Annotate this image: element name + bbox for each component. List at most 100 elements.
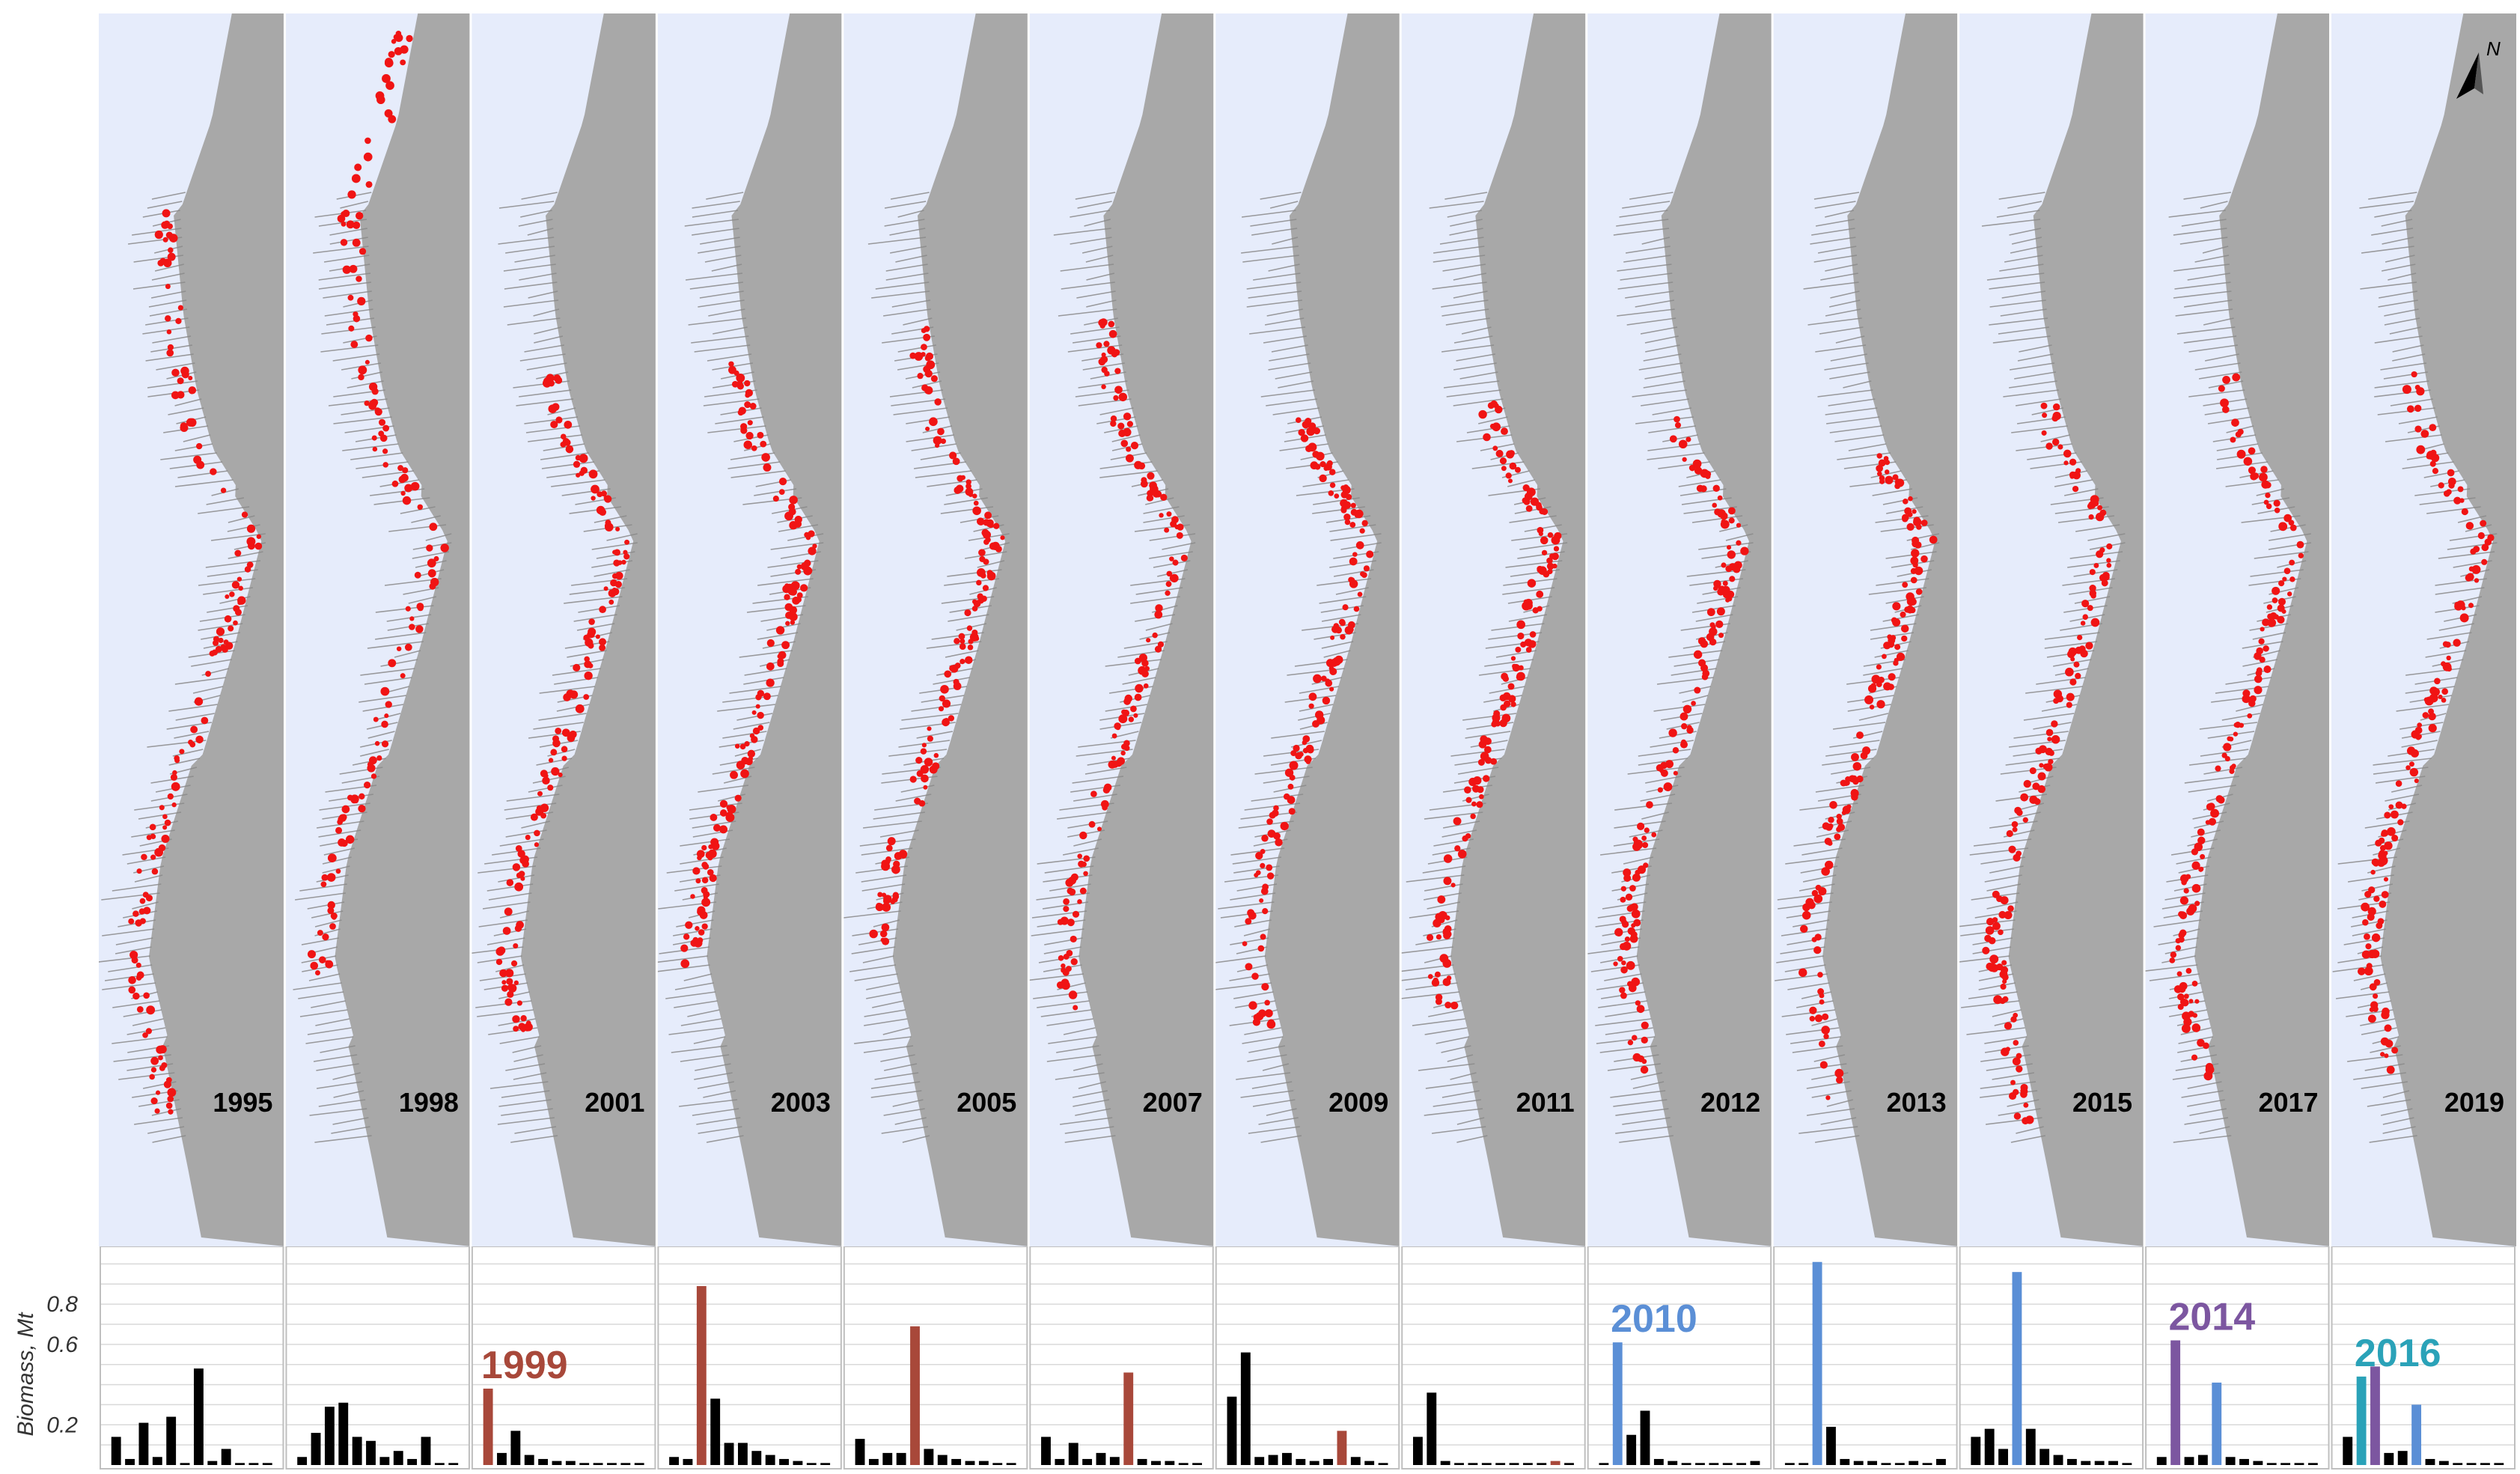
age-bar <box>793 1461 803 1465</box>
age-bar <box>1894 1463 1905 1465</box>
age-bar <box>2253 1461 2263 1465</box>
age-bar <box>2397 1451 2408 1465</box>
survey-year-label: 2015 <box>2072 1087 2132 1118</box>
age-bar <box>910 1326 920 1465</box>
age-bar <box>579 1463 590 1465</box>
age-bar <box>1784 1463 1795 1465</box>
biomass-chart-2017: 2014 <box>2145 1246 2330 1470</box>
map-panel-2007: 2007 <box>1027 13 1215 1246</box>
coastline-land <box>520 13 657 1246</box>
age-bar <box>2108 1461 2118 1465</box>
age-bar <box>1337 1431 1347 1465</box>
age-bar <box>248 1463 259 1465</box>
age-bar <box>2212 1382 2222 1465</box>
age-bar <box>1323 1458 1333 1465</box>
cohort-year-label: 1999 <box>481 1344 568 1387</box>
age-bar <box>896 1452 906 1465</box>
age-bar <box>1909 1461 1919 1465</box>
age-bar <box>324 1407 335 1465</box>
age-bar <box>1055 1458 1065 1465</box>
coastline-land <box>335 13 471 1246</box>
age-bar <box>180 1463 190 1465</box>
age-bar <box>2480 1463 2490 1465</box>
age-bar <box>1240 1352 1251 1465</box>
coastline-land <box>707 13 843 1246</box>
coastline-land <box>1079 13 1215 1246</box>
coastline-land <box>2008 13 2145 1246</box>
biomass-y-axis: 0.2 0.6 0.8 Biomass, Mt <box>13 1292 78 1437</box>
map-panel-2005: 2005 <box>841 13 1029 1246</box>
survey-year-label: 2012 <box>1700 1087 1760 1118</box>
age-bar <box>166 1416 177 1465</box>
age-bar <box>1599 1463 1609 1465</box>
survey-year-label: 2017 <box>2258 1087 2318 1118</box>
age-bar <box>1681 1463 1691 1465</box>
age-bar <box>483 1388 493 1465</box>
age-bar <box>2040 1449 2050 1465</box>
age-bar <box>2094 1461 2105 1465</box>
age-bar <box>1254 1457 1265 1465</box>
age-bar <box>1612 1342 1623 1465</box>
age-bar <box>111 1437 121 1465</box>
biomass-chart-2015 <box>1959 1246 2144 1470</box>
age-bar <box>2370 1366 2380 1465</box>
age-bar <box>2466 1463 2477 1465</box>
age-bar <box>2081 1461 2091 1465</box>
coastline-land <box>2380 13 2516 1246</box>
biomass-chart-2019: 2016 <box>2331 1246 2516 1470</box>
survey-year-label: 1995 <box>213 1087 272 1118</box>
age-bar <box>1109 1457 1120 1465</box>
age-bar <box>552 1461 562 1465</box>
map-panel-2009: 2009 <box>1213 13 1401 1246</box>
age-bar <box>951 1458 962 1465</box>
age-bar <box>1309 1461 1320 1465</box>
age-bar <box>1750 1461 1760 1465</box>
hake-detections <box>1613 415 1749 1074</box>
age-bar <box>1082 1458 1093 1465</box>
survey-year-label: 2019 <box>2444 1087 2504 1118</box>
age-bar <box>1695 1463 1705 1465</box>
age-bar <box>497 1452 507 1465</box>
age-bar <box>924 1449 934 1465</box>
age-bar <box>2266 1463 2277 1465</box>
hake-detections <box>1799 453 1938 1100</box>
hake-detections <box>1242 417 1374 1029</box>
coastline-land <box>1450 13 1587 1246</box>
age-bar <box>1826 1426 1836 1465</box>
age-bar <box>138 1422 149 1465</box>
age-bar <box>2453 1463 2463 1465</box>
age-bar <box>1509 1463 1519 1465</box>
age-bar <box>2012 1272 2022 1465</box>
biomass-chart-2007 <box>1029 1246 1214 1470</box>
hake-detections <box>495 374 630 1032</box>
survey-year-label: 2003 <box>771 1087 831 1118</box>
age-bar <box>1350 1457 1361 1465</box>
age-bar <box>806 1463 817 1465</box>
age-bar <box>2438 1461 2449 1465</box>
cohort-year-label: 2016 <box>2355 1332 2441 1375</box>
age-bar <box>1165 1461 1175 1465</box>
age-bar <box>1227 1396 1237 1465</box>
map-panel-1998: 1998 <box>283 13 471 1246</box>
age-bar <box>1840 1458 1850 1465</box>
map-panel-2017: 2017 <box>2143 13 2331 1246</box>
y-axis-title: Biomass, Mt <box>13 1312 38 1437</box>
age-bar <box>1412 1437 1423 1465</box>
survey-year-label: 2005 <box>957 1087 1016 1118</box>
age-bar <box>538 1458 549 1465</box>
age-bar <box>2411 1404 2422 1465</box>
age-bar <box>1296 1458 1306 1465</box>
age-bar <box>1481 1463 1492 1465</box>
age-bar <box>1192 1463 1203 1465</box>
age-bar <box>1468 1463 1478 1465</box>
age-bar <box>1653 1458 1664 1465</box>
map-panel-2003: 2003 <box>655 13 843 1246</box>
biomass-chart-2012: 2010 <box>1587 1246 1772 1470</box>
age-bar <box>297 1457 308 1465</box>
age-bar <box>1626 1434 1637 1465</box>
map-panel-2013: 2013 <box>1771 13 1959 1246</box>
age-bar <box>1922 1463 1932 1465</box>
age-bar <box>1454 1463 1464 1465</box>
biomass-chart-2001: 1999 <box>471 1246 656 1470</box>
y-tick-label: 0.8 <box>46 1292 78 1317</box>
